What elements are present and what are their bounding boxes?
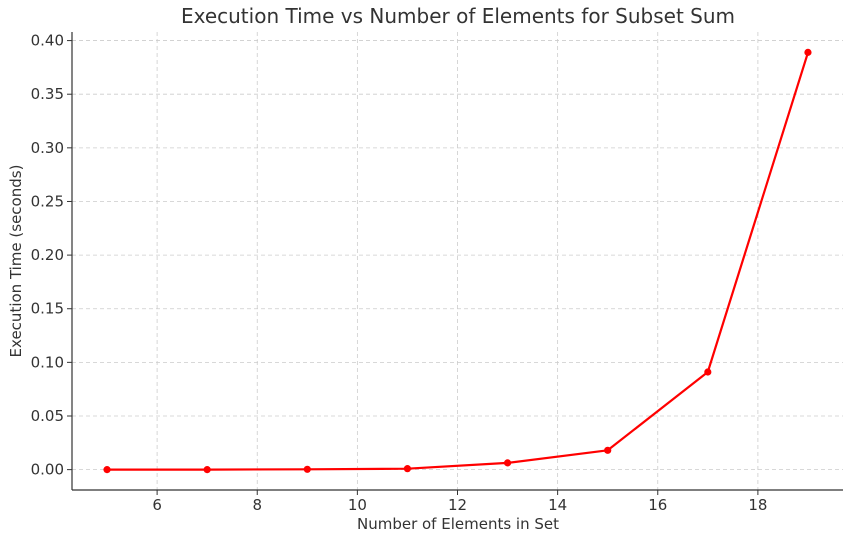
x-axis-label: Number of Elements in Set <box>357 515 559 533</box>
series <box>103 48 812 474</box>
grid <box>72 32 843 490</box>
y-tick-label: 0.00 <box>31 461 64 479</box>
y-tick-label: 0.25 <box>31 192 64 210</box>
data-point <box>804 48 812 56</box>
series-line <box>105 51 810 471</box>
y-tick-label: 0.40 <box>31 32 64 50</box>
y-tick-label: 0.20 <box>31 246 64 264</box>
x-tick-label: 12 <box>448 496 467 514</box>
y-axis-label: Execution Time (seconds) <box>7 165 25 358</box>
data-point <box>604 446 612 454</box>
data-point <box>203 466 211 474</box>
y-tick-label: 0.10 <box>31 353 64 371</box>
chart-title: Execution Time vs Number of Elements for… <box>181 4 735 28</box>
x-tick-label: 6 <box>152 496 162 514</box>
x-tick-label: 16 <box>648 496 667 514</box>
data-point <box>103 466 111 474</box>
x-axis-ticks: 6 8 10 12 14 16 18 <box>152 490 767 514</box>
data-point <box>704 368 712 376</box>
data-point <box>503 459 512 467</box>
y-tick-label: 0.05 <box>31 407 64 425</box>
x-tick-label: 18 <box>748 496 767 514</box>
x-tick-label: 8 <box>252 496 262 514</box>
data-point <box>303 465 311 473</box>
y-axis-ticks: 0.00 0.05 0.10 0.15 0.20 0.25 0.30 0.35 0.40 <box>31 32 72 479</box>
y-tick-label: 0.15 <box>31 300 64 318</box>
data-point <box>403 465 412 473</box>
x-tick-label: 10 <box>348 496 367 514</box>
y-tick-label: 0.30 <box>31 139 64 157</box>
y-tick-label: 0.35 <box>31 85 64 103</box>
x-tick-label: 14 <box>548 496 567 514</box>
axes <box>71 32 843 491</box>
